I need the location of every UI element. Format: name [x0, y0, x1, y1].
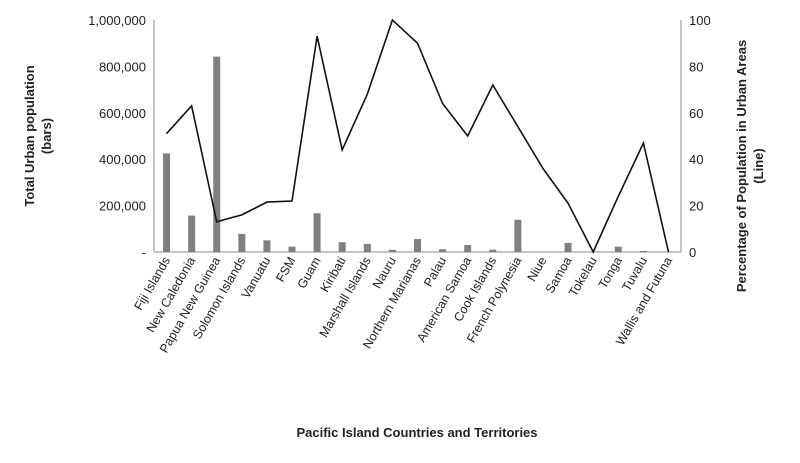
bar: [238, 233, 246, 252]
bar: [464, 245, 472, 252]
bar: [388, 249, 396, 252]
y2-tick-label: 100: [689, 13, 711, 28]
bar: [564, 242, 572, 252]
category-label: Niue: [525, 254, 550, 283]
bar: [188, 215, 196, 252]
left-axis-ticks: - 200,000 400,000 600,000 800,000 1,000,000: [88, 13, 146, 260]
y2-tick-label: 20: [689, 199, 703, 214]
bar: [263, 240, 271, 252]
x-axis-title: Pacific Island Countries and Territories: [296, 425, 537, 440]
bar: [514, 219, 522, 252]
y-tick-label: 400,000: [99, 152, 146, 167]
bar: [288, 246, 296, 252]
y-axis-title: Total Urban population (bars): [22, 65, 54, 206]
bar: [363, 243, 371, 252]
bar: [338, 242, 346, 252]
category-label: FSM: [273, 255, 298, 285]
y-tick-label: 200,000: [99, 199, 146, 214]
bar: [489, 249, 497, 252]
bar: [614, 246, 622, 252]
y2-tick-label: 80: [689, 59, 703, 74]
y-tick-label: -: [142, 245, 146, 260]
bar: [639, 250, 647, 252]
right-axis-ticks: 0 20 40 60 80 100: [689, 13, 711, 260]
y2-tick-label: 60: [689, 106, 703, 121]
bar: [213, 56, 221, 252]
bar: [313, 213, 321, 252]
bar: [163, 153, 171, 252]
bar-series: [163, 56, 647, 252]
bar: [414, 239, 421, 252]
bar: [439, 249, 447, 252]
y2-tick-label: 40: [689, 152, 703, 167]
y2-tick-label: 0: [689, 245, 696, 260]
y2-axis-title: Percentage of Population in Urban Areas(…: [734, 40, 766, 292]
y-tick-label: 800,000: [99, 59, 146, 74]
line-series: [165, 18, 670, 254]
y-tick-label: 1,000,000: [88, 13, 146, 28]
series-line: [165, 18, 670, 254]
y-tick-label: 600,000: [99, 106, 146, 121]
